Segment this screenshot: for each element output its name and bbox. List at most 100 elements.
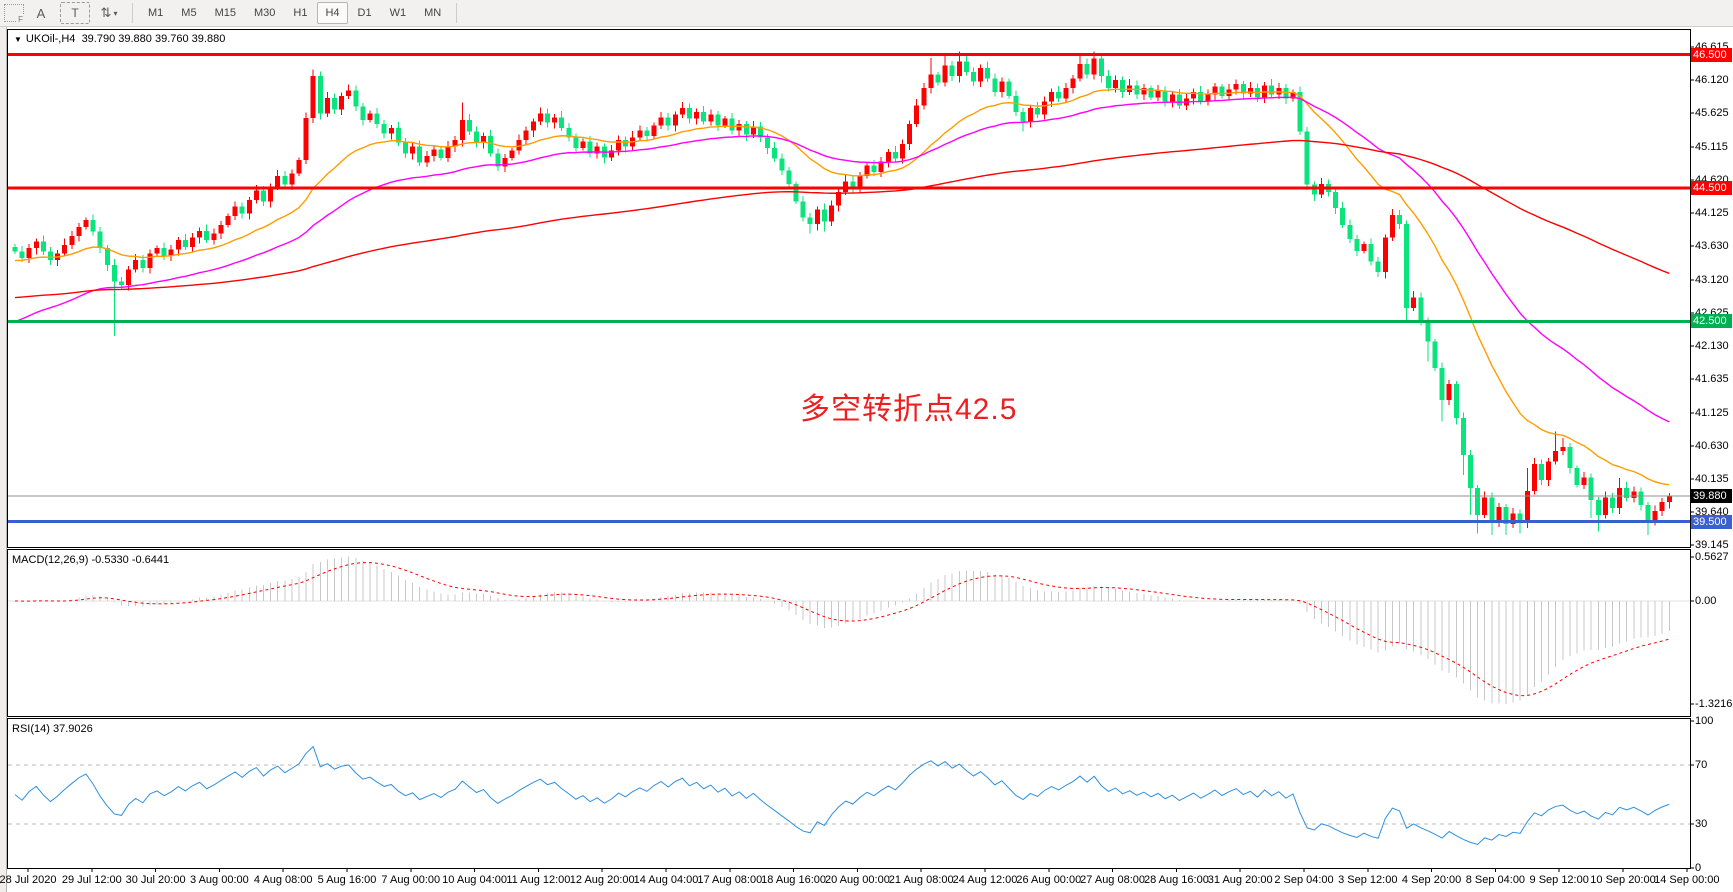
candle-up [1659,502,1665,511]
candle-down [871,165,877,173]
cursor-tool-icon[interactable]: ⇅ ▾ [94,2,124,24]
candle-down [1340,208,1346,225]
toolbar-grip-icon[interactable]: F [4,4,24,24]
price-tick-label: 41.635 [1695,373,1729,386]
candle-up [1666,496,1672,503]
candle-down [1105,76,1111,89]
candle-up [552,117,558,123]
ma-mid [14,96,1670,423]
date-label: 3 Aug 00:00 [190,874,249,886]
timeframe-button-h1[interactable]: H1 [293,7,308,19]
candle-up [33,241,39,249]
date-label: 9 Sep 12:00 [1529,874,1589,886]
candle-down [466,120,472,132]
candle-up [999,81,1005,93]
candle-down [1397,214,1402,225]
text-tool-icon[interactable]: T [60,2,90,24]
candle-down [140,260,146,269]
candle-down [892,152,898,159]
candle-down [395,128,401,143]
candle-up [289,173,295,185]
candle-down [438,149,444,159]
candle-down [1404,224,1410,309]
candle-up [672,114,678,126]
timeframe-button-w1[interactable]: W1 [389,7,407,19]
candle-down [360,106,366,121]
font-tool-icon[interactable]: A [36,5,46,21]
timeframe-button-h4[interactable]: H4 [317,2,348,24]
rsi-value: 37.9026 [52,723,93,735]
date-label: 31 Aug 20:00 [1207,874,1273,886]
rsi-tick-label: 70 [1695,759,1708,772]
toolbar-separator [132,3,133,23]
candle-up [509,150,515,159]
candle-down [1311,184,1317,195]
candle-up [481,136,487,143]
timeframe-button-m30[interactable]: M30 [253,7,276,19]
candle-down [1475,488,1481,515]
candle-up [1631,491,1637,499]
candle-up [1141,88,1147,95]
symbol-dropdown-icon[interactable]: ▼ [14,35,22,44]
candle-up [445,146,451,159]
candle-down [119,281,124,285]
date-label: 28 Aug 16:00 [1143,874,1209,886]
ohlc-values: 39.790 39.880 39.760 39.880 [81,33,226,45]
candle-up [1247,88,1253,94]
candle-down [1176,94,1182,106]
candle-up [76,226,82,237]
candle-up [1581,477,1587,485]
candle-up [1205,94,1211,102]
timeframe-button-m5[interactable]: M5 [181,7,197,19]
candle-up [126,269,132,285]
candle-down [566,128,572,138]
current-price-badge: 39.880 [1691,489,1732,504]
candle-down [1567,446,1573,469]
chevron-down-icon: ▾ [113,8,118,18]
timeframe-button-d1[interactable]: D1 [357,7,372,19]
timeframe-button-m15[interactable]: M15 [214,7,236,19]
candle-down [1347,224,1353,239]
candle-up [197,230,203,238]
candle-down [353,90,359,107]
timeframe-button-mn[interactable]: MN [424,7,442,19]
candle-down [1638,491,1644,505]
date-label: 24 Aug 12:00 [952,874,1018,886]
candle-up [296,160,302,174]
candle-down [161,248,167,257]
left-gutter [0,27,7,892]
date-label: 17 Aug 08:00 [697,874,763,886]
candle-down [573,137,579,149]
timeframe-button-m1[interactable]: M1 [148,7,164,19]
candle-down [1162,90,1168,102]
candle-up [942,65,948,83]
rsi-header: RSI(14) 37.9026 [12,723,93,735]
price-tick-label: 40.630 [1695,440,1729,453]
candle-down [644,130,650,137]
candle-up [956,61,962,77]
candle-up [147,253,153,269]
candle-down [1034,108,1040,115]
candle-up [1617,488,1623,509]
candle-down [1624,488,1630,499]
candle-down [1645,504,1651,522]
candle-up [303,118,309,161]
candle-down [665,117,671,126]
candle-up [651,125,657,137]
candle-down [495,153,501,167]
candle-up [268,186,274,202]
candle-up [1077,64,1083,79]
rsi-tick-label: 0 [1695,862,1702,875]
candle-down [758,126,763,138]
price-level-badge: 44.500 [1691,181,1732,196]
macd-signal-line [14,562,1670,697]
candle-down [715,114,721,126]
candle-down [1418,297,1424,322]
candle-down [1020,112,1026,122]
candle-up [658,117,664,126]
candle-down [729,118,735,131]
date-label: 5 Aug 16:00 [317,874,377,886]
candle-up [1482,497,1488,515]
date-label: 14 Aug 04:00 [633,874,699,886]
